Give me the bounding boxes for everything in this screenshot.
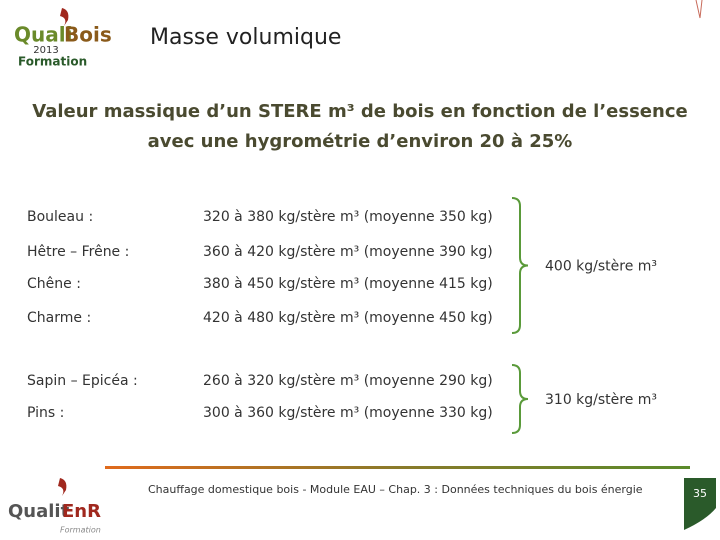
row-value: 420 à 480 kg/stère m³ (moyenne 450 kg) (203, 310, 493, 326)
row-value: 260 à 320 kg/stère m³ (moyenne 290 kg) (203, 373, 493, 389)
row-value: 320 à 380 kg/stère m³ (moyenne 350 kg) (203, 209, 493, 225)
corner-mark (695, 0, 703, 19)
page-number: 35 (693, 487, 707, 500)
subtitle: Valeur massique d’un STERE m³ de bois en… (32, 101, 687, 122)
logo-mark (58, 478, 67, 496)
row-value: 360 à 420 kg/stère m³ (moyenne 390 kg) (203, 244, 493, 260)
footer-line (105, 466, 690, 469)
logo-brand: EnR (62, 501, 101, 522)
row-value: 380 à 450 kg/stère m³ (moyenne 415 kg) (203, 276, 493, 292)
title: Masse volumique (150, 25, 341, 50)
row-label: Chêne : (27, 276, 81, 292)
row-label: Hêtre – Frêne : (27, 244, 129, 260)
table: Bouleau : 320 à 380 kg/stère m³ (moyenne … (27, 197, 657, 434)
brace (511, 197, 529, 334)
logo-year: 2013 (33, 45, 58, 56)
logo-brand: Bois (64, 23, 112, 47)
row-label: Pins : (27, 405, 64, 421)
row-label: Charme : (27, 310, 91, 326)
logo-brand: Quali (14, 23, 72, 47)
logo-tagline: Formation (18, 55, 87, 69)
logo-mark (60, 8, 69, 26)
group-summary: 310 kg/stère m³ (545, 392, 657, 408)
top-logo: Quali Bois 2013 Formation (14, 8, 112, 69)
logo-tagline: Formation (60, 526, 101, 535)
brace (511, 364, 529, 434)
subtitle: avec une hygrométrie d’environ 20 à 25% (148, 131, 573, 152)
row-label: Bouleau : (27, 209, 93, 225)
group-summary: 400 kg/stère m³ (545, 259, 657, 275)
row-value: 300 à 360 kg/stère m³ (moyenne 330 kg) (203, 405, 493, 421)
row-label: Sapin – Epicéa : (27, 373, 138, 389)
bottom-logo: Qualit EnR Formation (8, 478, 101, 535)
footer-text: Chauffage domestique bois - Module EAU –… (148, 483, 643, 496)
page-badge (684, 478, 716, 530)
logo-brand: Qualit (8, 501, 70, 522)
